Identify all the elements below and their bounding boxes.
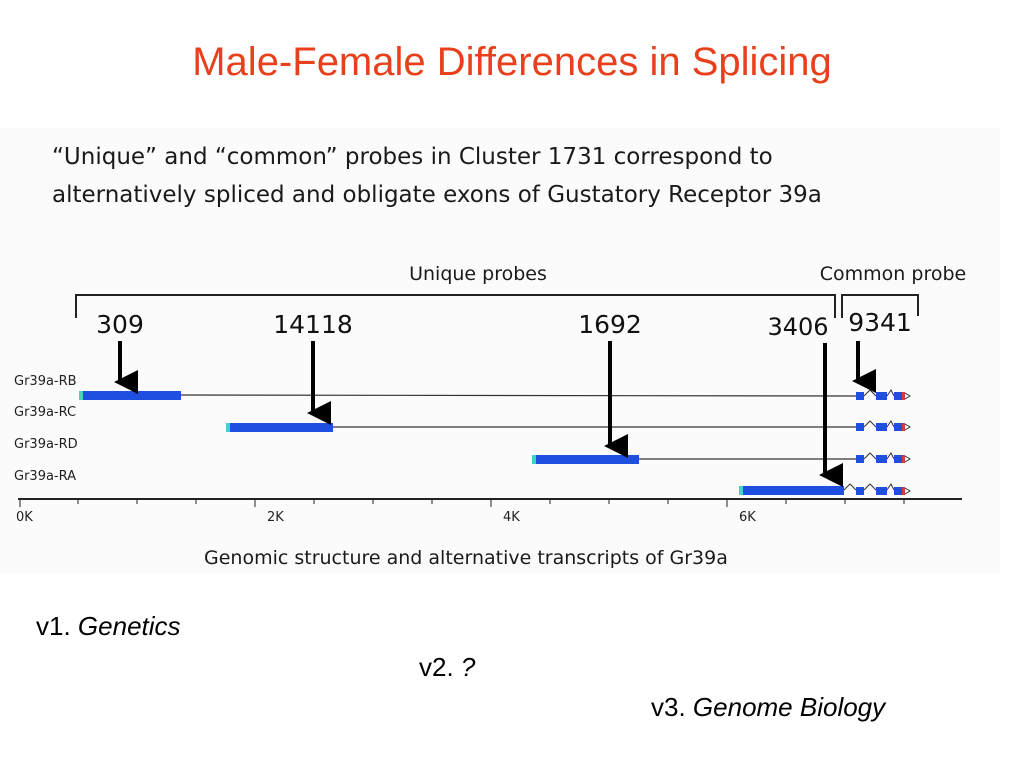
- axis-tick-2k: 2K: [267, 510, 284, 525]
- version-2-prefix: v2.: [419, 652, 454, 682]
- common-probe-bracket: [841, 294, 919, 318]
- transcript-label-ra: Gr39a-RA: [14, 469, 76, 484]
- transcript-rd: [532, 452, 911, 464]
- version-1: v1. Genetics: [36, 611, 181, 642]
- transcript-rb: [79, 389, 911, 400]
- version-2-name: ?: [460, 652, 476, 682]
- probe-309-label: 309: [96, 310, 144, 339]
- axis-tick-4k: 4K: [503, 510, 520, 525]
- gene-structure-diagram: Unique probes Common probe 309 14118 169…: [14, 263, 966, 569]
- figure-caption-line-2: alternatively spliced and obligate exons…: [52, 182, 822, 208]
- common-probe-label: Common probe: [820, 263, 966, 285]
- transcript-rc: [226, 420, 911, 432]
- transcript-label-rd: Gr39a-RD: [14, 437, 78, 452]
- unique-probes-label: Unique probes: [409, 263, 547, 285]
- probe-3406-label: 3406: [767, 313, 828, 341]
- unique-probes-bracket: [75, 294, 836, 318]
- transcript-label-rc: Gr39a-RC: [14, 405, 76, 420]
- version-1-name: Genetics: [77, 611, 181, 641]
- transcript-ra: [739, 483, 911, 495]
- genomic-axis: [18, 498, 962, 507]
- version-3-name: Genome Biology: [692, 692, 886, 722]
- probe-14118-label: 14118: [273, 310, 353, 339]
- figure-footer-caption: Genomic structure and alternative transc…: [204, 547, 728, 569]
- axis-tick-0k: 0K: [16, 510, 33, 525]
- figure-panel: “Unique” and “common” probes in Cluster …: [0, 128, 1000, 574]
- version-3: v3. Genome Biology: [651, 692, 885, 723]
- probe-1692-label: 1692: [578, 310, 642, 339]
- transcript-label-rb: Gr39a-RB: [14, 374, 77, 389]
- slide-title: Male-Female Differences in Splicing: [192, 40, 832, 84]
- version-2: v2. ?: [419, 652, 475, 683]
- axis-tick-6k: 6K: [739, 510, 756, 525]
- figure-caption-line-1: “Unique” and “common” probes in Cluster …: [52, 144, 773, 170]
- version-3-prefix: v3.: [651, 692, 686, 722]
- version-1-prefix: v1.: [36, 611, 71, 641]
- probe-9341-label: 9341: [848, 308, 912, 337]
